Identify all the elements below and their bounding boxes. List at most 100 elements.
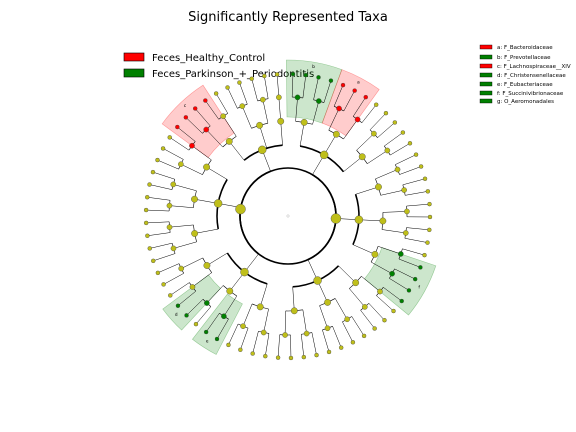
- branch-line: [299, 122, 305, 147]
- clade-node: [282, 332, 288, 338]
- branch-line: [216, 318, 229, 340]
- clade-node: [290, 307, 298, 315]
- clade-node: [203, 262, 211, 269]
- branch-line: [278, 97, 281, 122]
- branch-line: [381, 229, 406, 234]
- branch-line: [252, 331, 259, 354]
- branch-line: [195, 306, 212, 325]
- clade-node: [226, 342, 231, 348]
- clade-node: [161, 282, 166, 287]
- branch-line: [185, 117, 203, 134]
- branch-line: [382, 211, 407, 213]
- branch-line: [195, 108, 211, 127]
- clade-node: [256, 121, 263, 129]
- branch-line: [406, 227, 430, 231]
- clade-highlight-d: [162, 274, 221, 331]
- branch-line: [146, 221, 170, 224]
- branch-line: [157, 263, 180, 274]
- branch-line: [351, 316, 365, 337]
- clade-node: [427, 214, 433, 220]
- clade-node: [249, 76, 254, 81]
- clade-node: [225, 85, 230, 90]
- clade-node: [392, 120, 398, 125]
- branch-line: [206, 166, 228, 180]
- branch-line: [149, 184, 173, 190]
- clade-letter-e: e: [206, 339, 209, 344]
- branch-line: [263, 308, 269, 333]
- clade-node: [375, 183, 382, 191]
- taxa-label-b: b: F_Prevotellaceae: [497, 55, 551, 61]
- clade-node: [178, 265, 185, 272]
- branch-line: [352, 97, 366, 117]
- branch-line: [301, 334, 305, 358]
- taxa-legend: a: F_Bacteroidaceae b: F_Prevotellaceae …: [479, 44, 571, 105]
- clade-node: [147, 182, 152, 187]
- branch-line: [277, 334, 280, 358]
- branch-line: [380, 189, 405, 196]
- branch-line: [302, 309, 307, 334]
- branch-line: [265, 333, 270, 357]
- clade-highlight-a: [321, 69, 380, 137]
- branch-line: [342, 321, 354, 343]
- branch-line: [323, 80, 332, 103]
- branch-line: [276, 74, 280, 98]
- branch-line: [215, 93, 228, 114]
- clade-node: [178, 161, 184, 168]
- clade-node: [235, 203, 246, 215]
- branch-line: [375, 169, 398, 180]
- clade-node: [401, 187, 407, 193]
- branch-line: [355, 186, 379, 195]
- taxa-label-f: f: F_Succinivibrionaceae: [497, 91, 564, 97]
- clade-node: [316, 75, 321, 80]
- clade-node: [328, 78, 334, 83]
- clade-node: [213, 91, 219, 96]
- clade-node: [361, 333, 367, 339]
- clade-node: [406, 288, 412, 293]
- clade-highlight-b: [286, 59, 343, 124]
- clade-node: [400, 130, 406, 135]
- branch-line: [402, 248, 425, 256]
- branch-line: [343, 156, 363, 172]
- clade-highlight-e: [191, 293, 243, 355]
- clade-node: [150, 169, 156, 175]
- clade-node: [220, 113, 226, 119]
- clade-node: [427, 227, 432, 233]
- clade-node: [225, 137, 233, 145]
- branch-line: [338, 265, 356, 283]
- clade-node: [371, 130, 377, 137]
- branch-line: [361, 104, 377, 123]
- clade-node: [389, 270, 395, 277]
- taxa-swatch-g: [479, 98, 493, 104]
- branch-line: [328, 108, 340, 131]
- clade-node: [330, 213, 342, 224]
- branch-line: [206, 285, 224, 304]
- branch-line: [153, 253, 176, 262]
- branch-line: [389, 278, 410, 291]
- clade-node: [155, 157, 160, 163]
- clade-node: [315, 98, 322, 104]
- clade-node: [240, 267, 249, 277]
- branch-line: [322, 329, 330, 353]
- clade-node: [379, 217, 387, 225]
- clade-node: [383, 110, 389, 116]
- branch-line: [240, 328, 249, 350]
- branch-line: [170, 282, 190, 296]
- clade-node: [256, 303, 264, 311]
- branch-line: [367, 150, 388, 164]
- branch-line: [368, 303, 385, 321]
- branch-line: [295, 97, 298, 122]
- clade-node: [425, 189, 431, 194]
- clade-node: [189, 284, 196, 290]
- clade-node: [288, 355, 294, 361]
- clade-node: [213, 199, 223, 208]
- branch-line: [229, 141, 245, 161]
- branch-line: [311, 332, 317, 356]
- clade-node: [166, 224, 173, 230]
- branch-line: [194, 228, 219, 234]
- clade-node: [277, 117, 285, 125]
- class-swatch-healthy: [123, 52, 145, 62]
- clade-node: [160, 146, 166, 151]
- clade-node: [397, 251, 404, 257]
- branch-line: [360, 310, 375, 329]
- clade-node: [274, 72, 280, 77]
